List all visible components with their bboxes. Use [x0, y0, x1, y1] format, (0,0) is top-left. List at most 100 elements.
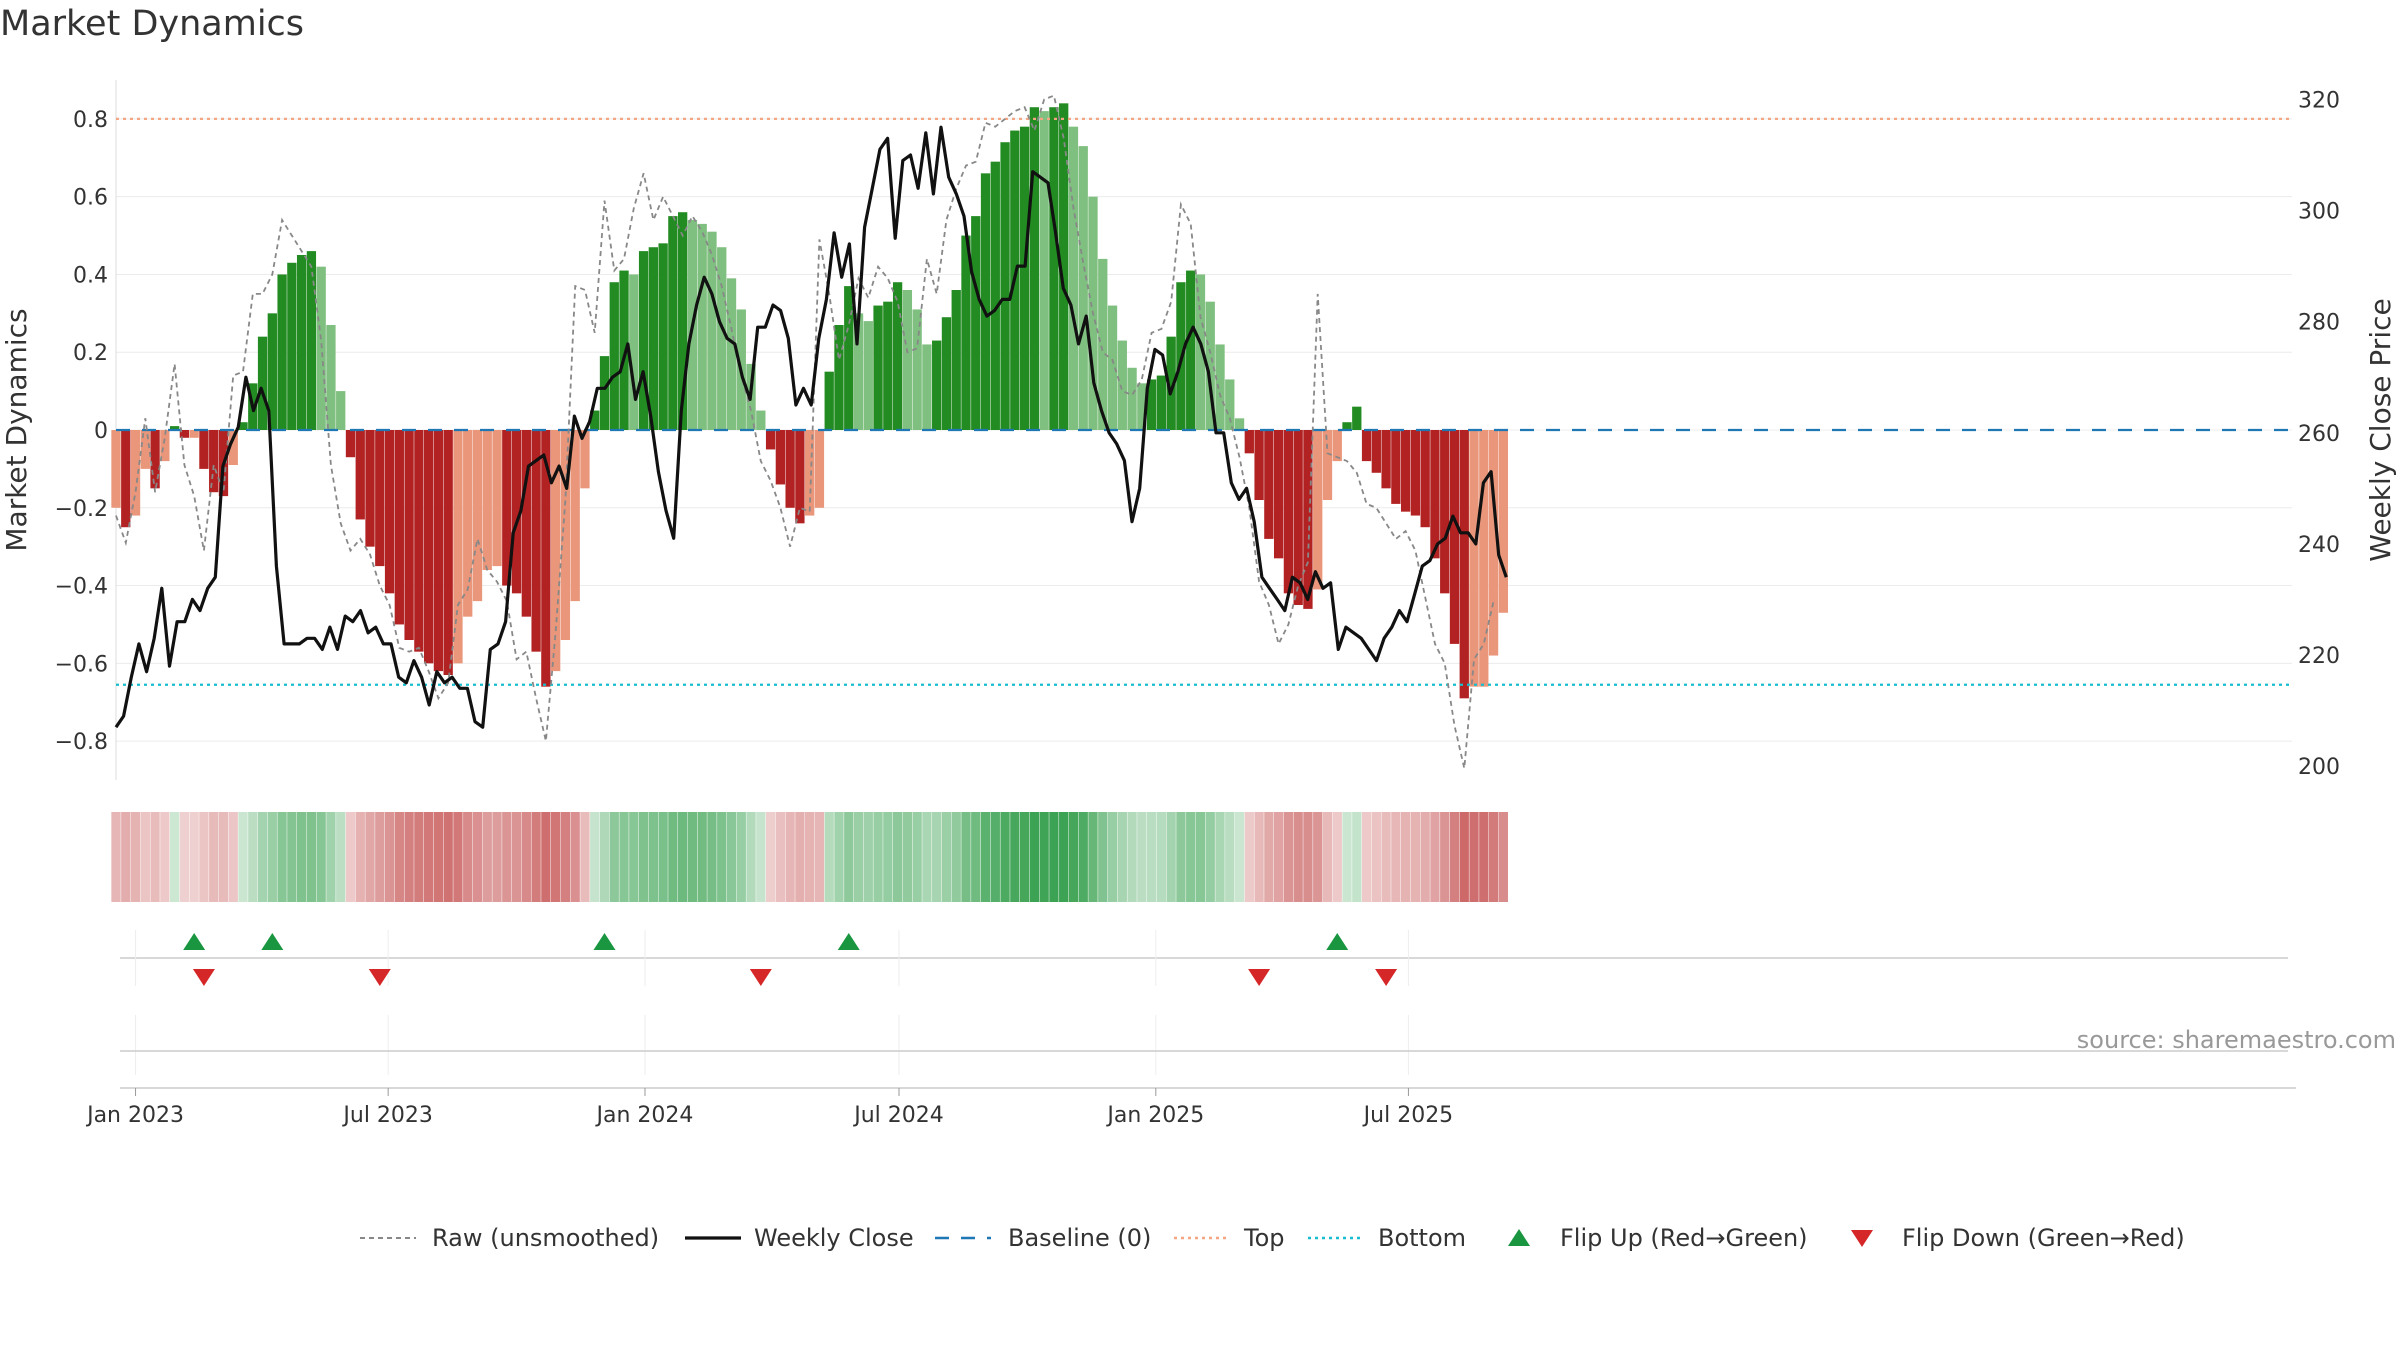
- heat-cell: [140, 812, 150, 902]
- flip-down-marker: [192, 969, 215, 986]
- dynamics-bar: [355, 430, 365, 520]
- dynamics-bar: [394, 430, 404, 625]
- heat-cell: [990, 812, 1000, 902]
- heat-cell: [717, 812, 727, 902]
- dynamics-bar: [277, 274, 287, 430]
- heat-cell: [111, 812, 121, 902]
- heat-cell: [1234, 812, 1245, 902]
- dynamics-bar: [1488, 430, 1499, 656]
- dynamics-bar: [502, 430, 512, 586]
- right-tick-label: 280: [2298, 311, 2340, 336]
- dynamics-bar: [951, 290, 961, 430]
- heat-cell: [1449, 812, 1460, 902]
- dynamics-bar: [619, 270, 629, 430]
- heat-cell: [1078, 812, 1088, 902]
- heat-cell: [1244, 812, 1254, 902]
- dynamics-bar: [1039, 111, 1049, 430]
- dynamics-bar: [1420, 430, 1430, 528]
- heat-cell: [746, 812, 756, 902]
- heat-cell: [580, 812, 590, 902]
- heat-cell: [814, 812, 825, 902]
- dynamics-bar: [726, 278, 737, 430]
- heat-cell: [1049, 812, 1059, 902]
- x-axis-ticks: Jan 2023 Jul 2023 Jan 2024 Jul 2024 Jan 2025…: [85, 1088, 1453, 1128]
- heat-cell: [844, 812, 854, 902]
- left-axis-ticks: 0.8 0.6 0.4 0.2 0 −0.2 −0.4 −0.6 −0.8: [55, 108, 108, 755]
- heat-cell: [306, 812, 317, 902]
- dynamics-bar: [482, 430, 492, 570]
- heat-cell: [687, 812, 698, 902]
- dynamics-bar: [257, 336, 268, 430]
- heat-cell: [609, 812, 619, 902]
- heat-cell: [316, 812, 326, 902]
- dynamics-bar: [1459, 430, 1469, 699]
- heat-cell: [883, 812, 893, 902]
- flip-up-marker: [837, 933, 860, 950]
- heat-cell: [1098, 812, 1108, 902]
- dynamics-bar: [306, 251, 317, 430]
- dynamics-bar: [863, 321, 873, 430]
- heat-cell: [1498, 812, 1508, 902]
- heat-cell: [238, 812, 248, 902]
- heat-cell: [1273, 812, 1284, 902]
- legend-flip-up-swatch: [1508, 1229, 1530, 1246]
- dynamics-bar: [375, 430, 385, 567]
- heat-cell: [384, 812, 395, 902]
- heat-cell: [1059, 812, 1069, 902]
- left-tick-label: 0.8: [73, 108, 108, 133]
- legend-label: Flip Up (Red→Green): [1560, 1224, 1808, 1252]
- legend-label: Flip Down (Green→Red): [1902, 1224, 2185, 1252]
- heat-cell: [765, 812, 776, 902]
- dynamics-bar: [590, 410, 600, 430]
- heat-cell: [951, 812, 961, 902]
- dynamics-bar: [1059, 103, 1069, 430]
- dynamics-bar: [668, 216, 678, 430]
- dynamics-bar: [1234, 418, 1245, 430]
- dynamics-bar: [511, 430, 522, 594]
- flip-up-marker: [593, 933, 616, 950]
- heat-cell: [355, 812, 365, 902]
- dynamics-bar: [932, 340, 942, 430]
- heat-cell: [296, 812, 307, 902]
- dynamics-bar: [1205, 301, 1215, 430]
- left-tick-label: −0.8: [55, 730, 108, 755]
- dynamics-bar: [1068, 126, 1079, 431]
- heat-cell: [1176, 812, 1186, 902]
- legend-label: Weekly Close: [754, 1224, 914, 1252]
- heat-cell: [1459, 812, 1469, 902]
- left-tick-label: 0.6: [73, 186, 108, 211]
- heat-cell: [179, 812, 190, 902]
- dynamics-bar: [1391, 430, 1401, 504]
- dynamics-bar: [1371, 430, 1381, 473]
- dynamics-bar: [775, 430, 786, 485]
- heat-cell: [1361, 812, 1372, 902]
- heat-cell: [824, 812, 834, 902]
- chart-title: Market Dynamics: [0, 4, 305, 44]
- heat-cell: [492, 812, 502, 902]
- heat-cell: [1166, 812, 1176, 902]
- dynamics-bar: [1332, 430, 1342, 462]
- dynamics-bar: [453, 430, 463, 664]
- dynamics-bar: [1440, 430, 1450, 594]
- dynamics-bar: [130, 430, 141, 516]
- heat-cell: [1342, 812, 1352, 902]
- dynamics-bar: [287, 262, 297, 430]
- heat-cell: [541, 812, 551, 902]
- dynamics-bar: [961, 235, 971, 430]
- dynamics-bar: [902, 290, 913, 430]
- dynamics-bar: [1195, 274, 1206, 430]
- heat-cell: [287, 812, 297, 902]
- heat-cell: [1400, 812, 1411, 902]
- dynamics-bar: [521, 430, 531, 617]
- dynamics-bar: [160, 430, 170, 462]
- heat-cell: [404, 812, 414, 902]
- left-tick-label: 0.2: [73, 341, 108, 366]
- dynamics-bar: [765, 430, 776, 450]
- heat-cell: [1264, 812, 1274, 902]
- heat-cell: [453, 812, 463, 902]
- dynamics-bar: [795, 430, 805, 524]
- legend-label: Top: [1243, 1224, 1285, 1252]
- dynamics-bar: [1000, 142, 1010, 430]
- right-axis-ticks: 320 300 280 260 240 220 200: [2298, 88, 2340, 780]
- dynamics-bar: [531, 430, 541, 652]
